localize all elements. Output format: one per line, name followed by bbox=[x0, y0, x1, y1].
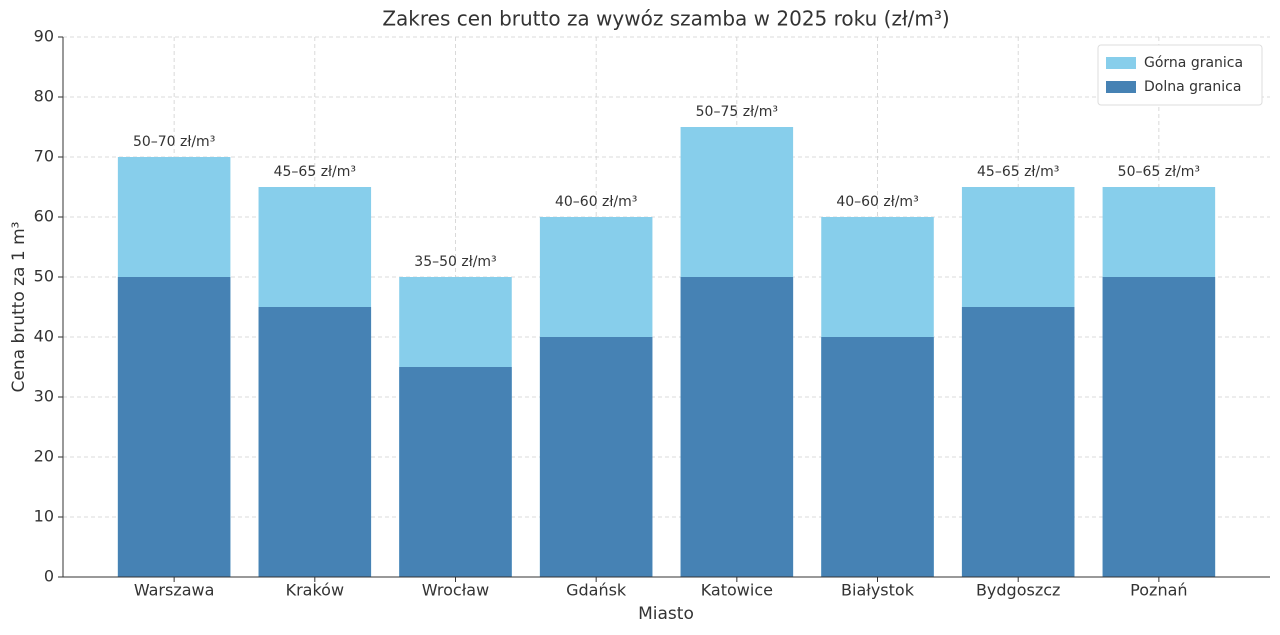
y-axis-label: Cena brutto za 1 m³ bbox=[9, 222, 29, 393]
value-label: 40–60 zł/m³ bbox=[836, 194, 918, 210]
y-tick-label: 30 bbox=[34, 387, 54, 406]
x-tick-label: Białystok bbox=[841, 581, 915, 600]
x-tick-label: Kraków bbox=[286, 581, 344, 600]
bar bbox=[821, 337, 934, 577]
value-label: 50–65 zł/m³ bbox=[1118, 164, 1200, 180]
x-axis-label: Miasto bbox=[638, 604, 694, 624]
y-tick-label: 20 bbox=[34, 447, 54, 466]
bar bbox=[539, 337, 653, 577]
y-tick-label: 70 bbox=[34, 147, 54, 166]
x-tick-label: Gdańsk bbox=[566, 581, 627, 600]
bar bbox=[1102, 277, 1216, 577]
y-tick-label: 10 bbox=[34, 507, 54, 526]
value-label: 50–75 zł/m³ bbox=[696, 104, 778, 120]
legend-label: Górna granica bbox=[1144, 55, 1243, 71]
legend: Górna granica Dolna granica bbox=[1097, 44, 1263, 106]
bar bbox=[258, 307, 372, 577]
value-label: 35–50 zł/m³ bbox=[414, 254, 496, 270]
y-tick-label: 80 bbox=[34, 87, 54, 106]
legend-frame bbox=[1097, 44, 1263, 106]
x-tick-label: Katowice bbox=[701, 581, 773, 600]
legend-label: Dolna granica bbox=[1144, 79, 1241, 95]
value-label: 45–65 zł/m³ bbox=[274, 164, 356, 180]
y-tick-label: 40 bbox=[34, 327, 54, 346]
y-tick-label: 50 bbox=[34, 267, 54, 286]
value-label: 50–70 zł/m³ bbox=[133, 134, 215, 150]
x-tick-label: Poznań bbox=[1130, 581, 1187, 600]
bar bbox=[680, 277, 794, 577]
x-tick-label: Warszawa bbox=[134, 581, 215, 600]
x-tick-label: Wrocław bbox=[422, 581, 489, 600]
legend-swatch bbox=[1106, 81, 1136, 93]
bar bbox=[961, 307, 1075, 577]
bar bbox=[117, 277, 231, 577]
y-tick-label: 90 bbox=[34, 27, 54, 46]
legend-swatch bbox=[1106, 57, 1136, 69]
value-label: 45–65 zł/m³ bbox=[977, 164, 1059, 180]
bar bbox=[399, 367, 512, 577]
y-tick-label: 60 bbox=[34, 207, 54, 226]
y-tick-label: 0 bbox=[44, 567, 54, 586]
value-label: 40–60 zł/m³ bbox=[555, 194, 637, 210]
x-tick-label: Bydgoszcz bbox=[976, 581, 1060, 600]
chart-title: Zakres cen brutto za wywóz szamba w 2025… bbox=[382, 7, 949, 31]
